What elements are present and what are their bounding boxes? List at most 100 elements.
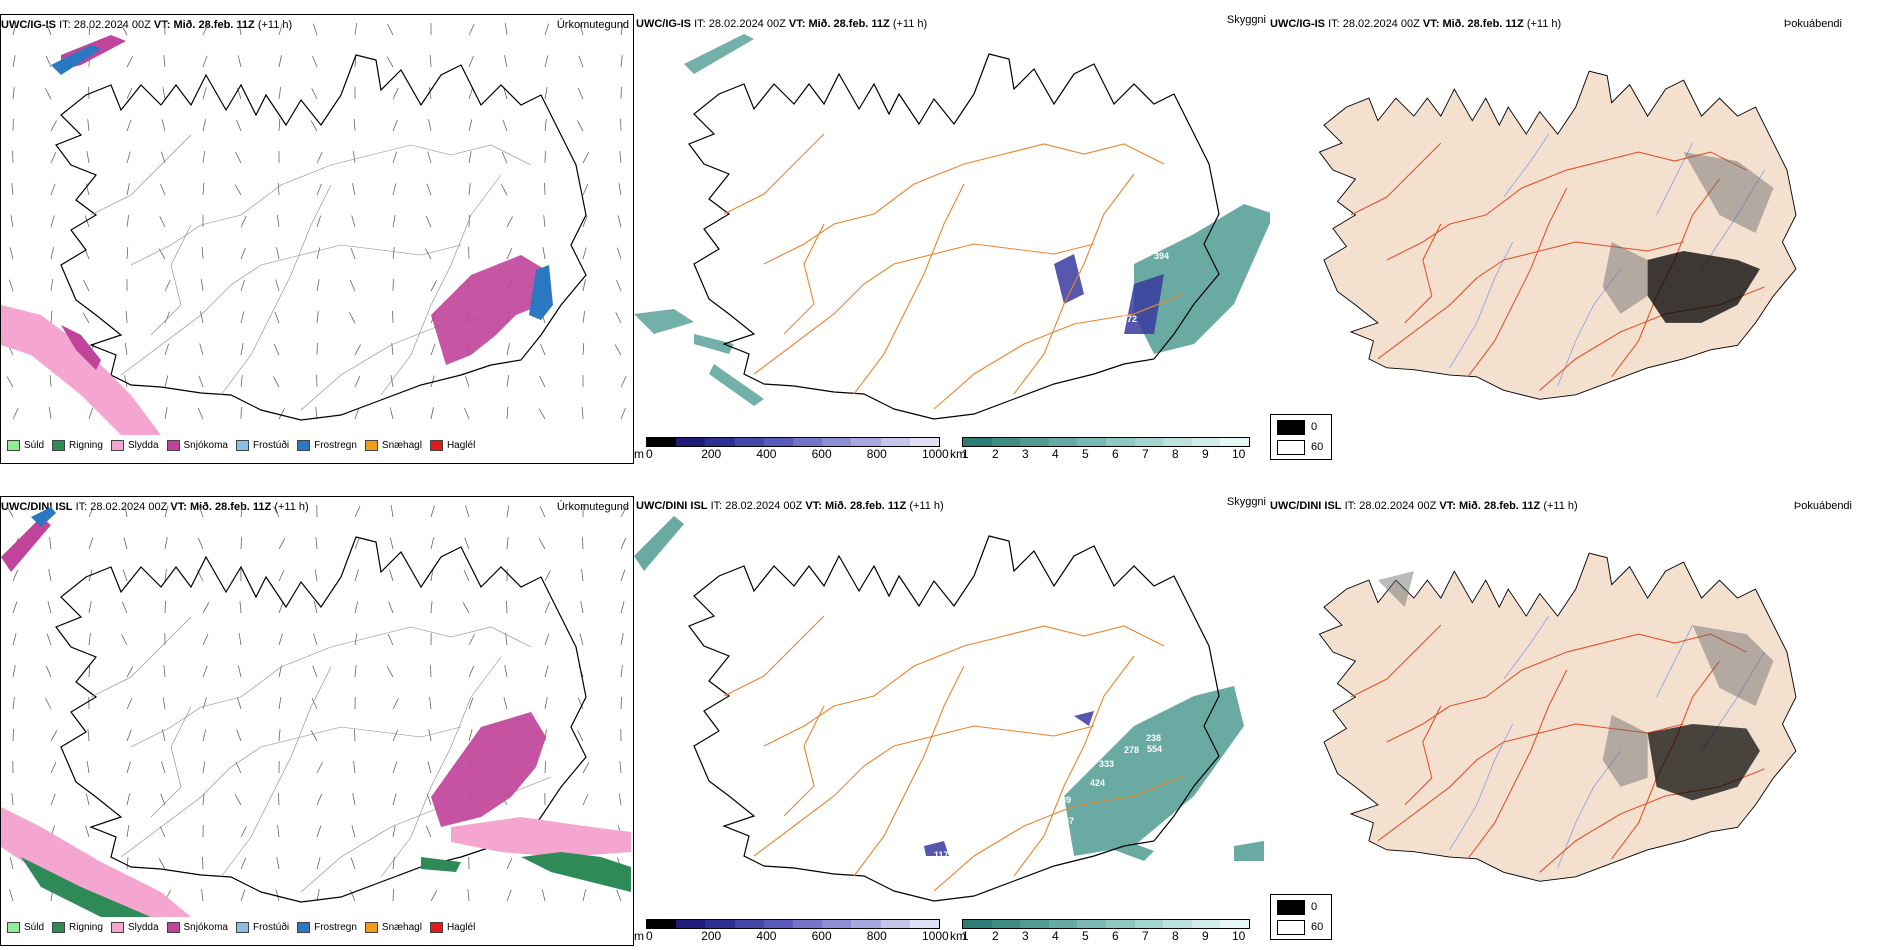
wind-barb: [87, 729, 90, 742]
wind-barb: [163, 55, 166, 68]
wind-barb: [425, 825, 432, 838]
legend-label: Snjókoma: [183, 922, 228, 933]
visibility-value-label: 333: [1099, 759, 1114, 769]
wind-barb: [164, 537, 168, 550]
river-line: [1557, 750, 1621, 868]
wind-barb: [544, 697, 548, 710]
snow-area: [431, 712, 546, 827]
wind-barb: [126, 729, 132, 742]
wind-barb: [163, 665, 166, 678]
road-line: [1386, 633, 1747, 743]
wind-barb: [620, 506, 627, 518]
wind-barb: [582, 793, 589, 806]
wind-barb: [352, 793, 356, 806]
wind-barb: [544, 570, 551, 582]
wind-barb: [198, 505, 204, 518]
wind-barb: [50, 247, 54, 260]
colorbar-tick-label: 2: [992, 447, 999, 461]
colorbar-tick-label: 10: [1232, 929, 1246, 943]
visibility-value-label: 288: [1104, 281, 1119, 291]
wind-barb: [539, 505, 546, 518]
wind-barb: [276, 857, 280, 870]
river-line: [1503, 615, 1550, 680]
wind-barb: [240, 279, 246, 292]
wind-barb: [468, 119, 473, 132]
wind-barb: [429, 664, 432, 678]
visibility-value-label: 394: [1154, 251, 1169, 261]
wind-barb: [430, 505, 435, 518]
sleet-area-west: [1, 305, 161, 435]
visibility-value-label: 707: [1059, 816, 1074, 826]
wind-barb: [8, 279, 14, 292]
road-line: [220, 666, 332, 878]
wind-barb: [50, 311, 53, 324]
visibility-value-label: 424: [1090, 778, 1105, 788]
wind-barb: [425, 215, 432, 228]
wind-barb: [389, 407, 394, 420]
wind-barb: [310, 120, 318, 132]
wind-barb: [544, 87, 548, 100]
wind-barb: [392, 247, 395, 260]
low-vis-nw: [634, 516, 684, 571]
wind-barb: [430, 407, 434, 420]
colorbar-tick-label: 2: [992, 929, 999, 943]
road-line: [130, 626, 532, 748]
low-vis-nw: [684, 34, 754, 74]
wind-barb: [354, 569, 359, 582]
wind-barb: [121, 601, 128, 614]
wind-barb: [392, 825, 396, 838]
colorbar-tick-label: 6: [1112, 929, 1119, 943]
wind-barb: [83, 280, 90, 292]
wind-barb: [12, 697, 15, 710]
wind-barb: [202, 23, 209, 36]
wind-barb: [162, 697, 166, 710]
wind-barb: [201, 247, 204, 260]
wind-barb: [582, 343, 585, 356]
colorbar-unit: m: [634, 447, 644, 461]
wind-barb: [235, 761, 242, 774]
wind-barb: [239, 601, 242, 614]
wind-barb: [273, 506, 280, 518]
wind-barb: [202, 761, 206, 774]
colorbar-tick-label: 1: [962, 929, 969, 943]
wind-barb: [160, 151, 166, 164]
wind-barb: [164, 407, 168, 420]
wind-barb: [159, 216, 166, 228]
wind-barb: [240, 826, 247, 838]
colorbar-tick-label: 6: [1112, 447, 1119, 461]
wind-barb: [164, 311, 170, 324]
wind-barb: [468, 151, 472, 164]
wind-barb: [316, 215, 322, 228]
wind-barb: [164, 375, 169, 388]
wind-barb: [6, 376, 14, 388]
wind-barb: [506, 505, 510, 518]
legend-label: Slydda: [127, 440, 159, 451]
road-line: [150, 706, 192, 818]
wind-barb: [392, 183, 397, 196]
wind-barb: [240, 343, 244, 356]
wind-barb: [428, 729, 432, 742]
wind-barb: [620, 23, 624, 36]
legend-swatch: [7, 440, 20, 451]
wind-barb: [82, 312, 90, 324]
wind-barb: [354, 23, 358, 36]
wind-barb: [352, 183, 356, 196]
legend-swatch: [364, 440, 378, 451]
wind-barb: [504, 665, 508, 678]
legend-swatch: [52, 922, 66, 933]
wind-barb: [468, 634, 475, 646]
wind-barb: [124, 343, 128, 356]
road-line: [1013, 173, 1135, 395]
wind-barb: [501, 184, 508, 196]
wind-barb: [49, 375, 52, 388]
colorbar-tick-label: 0: [646, 929, 653, 943]
variable-name: Úrkomutegund: [556, 19, 629, 31]
wind-barb: [313, 601, 318, 614]
wind-barb: [544, 55, 549, 68]
snow-area-nw: [1, 517, 51, 572]
wind-barb: [316, 889, 320, 902]
wind-barb: [316, 247, 321, 260]
wind-barb: [582, 762, 590, 774]
visibility-value-label: 729: [1119, 266, 1134, 276]
wind-barb: [316, 793, 323, 806]
